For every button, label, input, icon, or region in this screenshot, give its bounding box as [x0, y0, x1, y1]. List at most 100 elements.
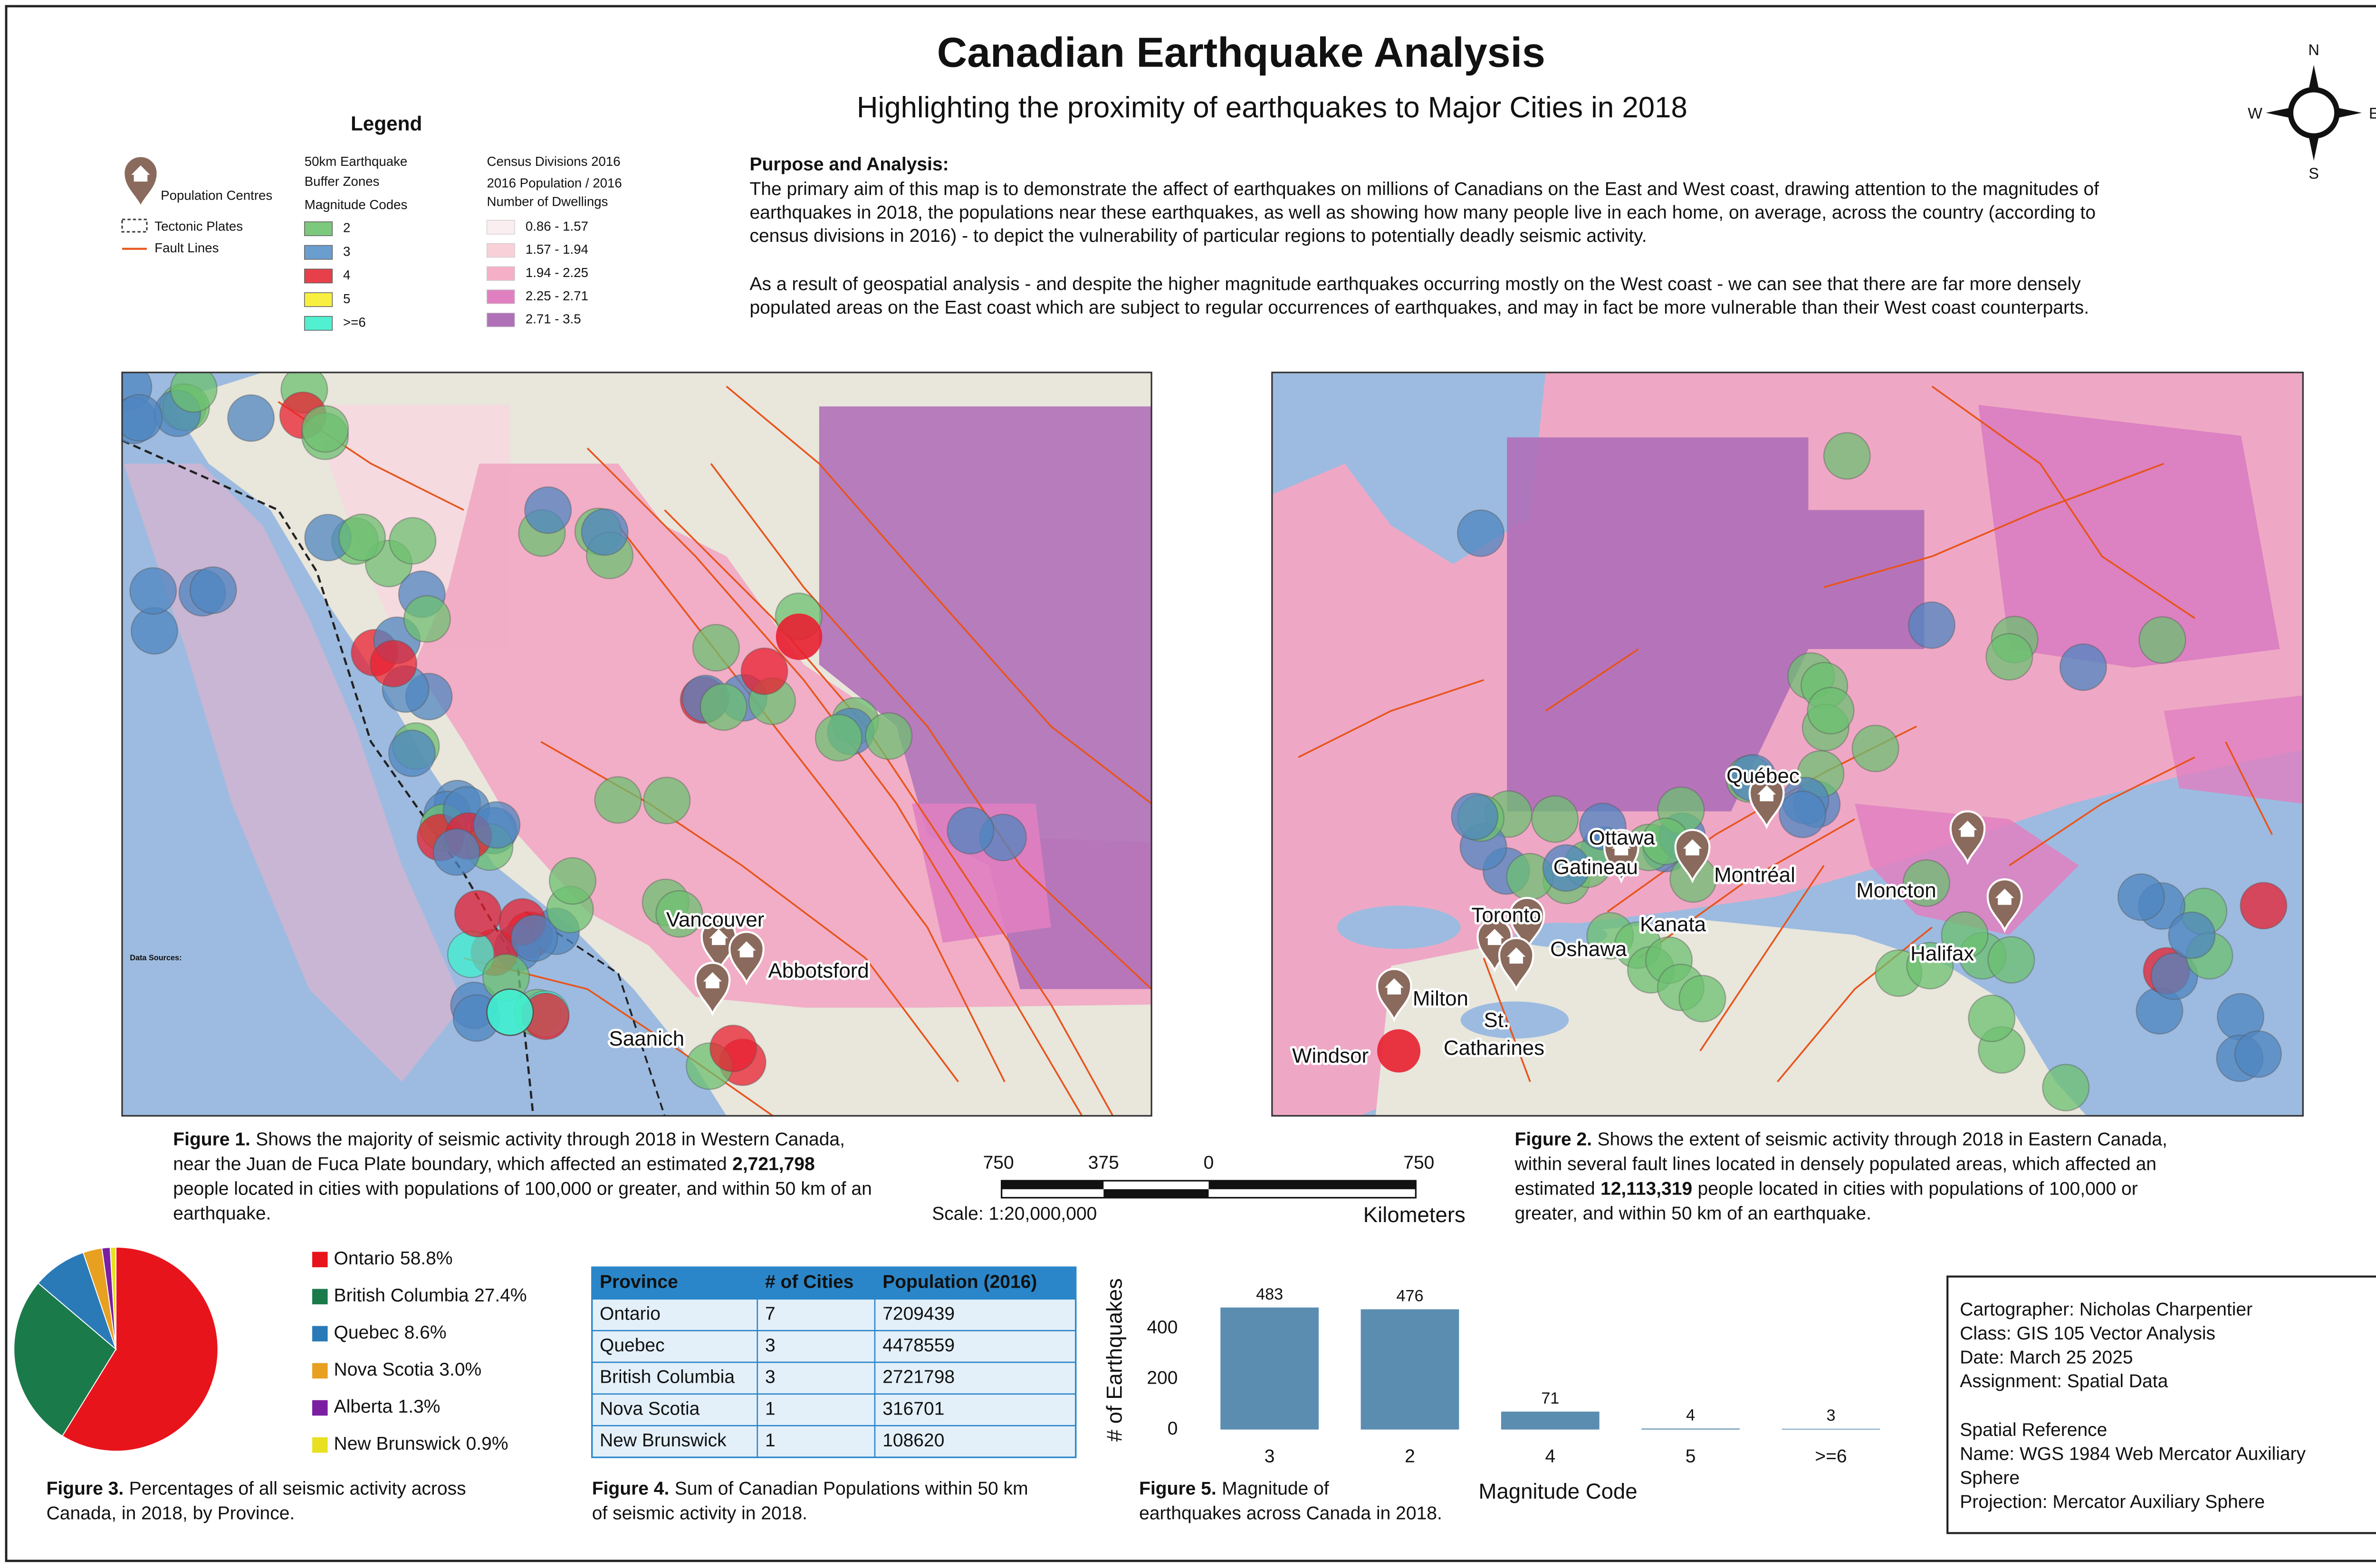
map-frame: [1271, 372, 2304, 1117]
pie-legend-label: British Columbia 27.4%: [334, 1285, 527, 1306]
caption-line: estimated 12,113,319 people located in cit…: [1515, 1179, 2138, 1199]
legend-label: 0.86 - 1.57: [526, 219, 588, 233]
purpose-text: As a result of geospatial analysis - and…: [749, 274, 2081, 295]
magnitude-swatch: [304, 268, 333, 284]
legend-heading: 50km Earthquake: [305, 154, 408, 169]
population-centre-icon: [1509, 897, 1545, 952]
title: Canadian Earthquake Analysis: [937, 29, 1545, 76]
earthquake-buffer: [814, 714, 862, 762]
fault-line: [1777, 927, 1933, 1082]
earthquake-buffer: [865, 712, 913, 760]
caption-segment: Figure 2.: [1515, 1129, 1592, 1150]
bar: [1782, 1428, 1880, 1430]
table-cell: 2721798: [882, 1367, 955, 1387]
legend-category: Ontario: [334, 1248, 395, 1269]
census-area: [1507, 437, 1925, 812]
scale-units: Kilometers: [1363, 1203, 1466, 1227]
population-centre-icon: [1498, 937, 1534, 992]
legend-value: 0.9%: [466, 1434, 508, 1454]
bar: [1220, 1307, 1319, 1430]
info-box: [1946, 1275, 2376, 1534]
info-line: Projection: Mercator Auxiliary Sphere: [1960, 1492, 2265, 1512]
legend-category: British Columbia: [334, 1285, 469, 1306]
fault-line: [1298, 679, 1485, 758]
earthquake-buffer: [524, 486, 572, 534]
legend-swatch: [312, 1400, 328, 1416]
population-centre-icon: [1376, 968, 1412, 1023]
city-label: Québec: [1726, 765, 1800, 788]
caption-line: within several fault lines located in de…: [1514, 1154, 2157, 1175]
tectonic-symbol: [121, 219, 148, 233]
earthquake-buffer: [486, 988, 534, 1036]
legend-value: 27.4%: [474, 1285, 527, 1306]
census-area: [1978, 405, 2280, 668]
pin-house: [1757, 785, 1776, 802]
bar: [1501, 1411, 1600, 1430]
scale-label: 750: [1403, 1152, 1434, 1173]
earthquake-buffer: [403, 595, 451, 643]
map-west: [122, 372, 1152, 1116]
table-header: Province: [600, 1272, 678, 1292]
caption-segment: 2,721,798: [732, 1154, 815, 1175]
legend-title: Legend: [351, 113, 422, 135]
legend-value: 1.3%: [398, 1396, 441, 1417]
y-tick-label: 0: [1168, 1418, 1178, 1439]
info-line: Cartographer: Nicholas Charpentier: [1960, 1299, 2252, 1319]
map-east: [1272, 372, 2303, 1116]
caption-segment: people located in cities with population…: [173, 1179, 872, 1199]
legend-label: Fault Lines: [154, 240, 219, 255]
fault-line: [1823, 463, 2165, 588]
caption-segment: near the Juan de Fuca Plate boundary, wh…: [173, 1154, 727, 1175]
earthquake-buffer: [548, 857, 597, 905]
fault-line: [1699, 865, 1825, 1052]
fault-line: [664, 509, 1114, 1116]
earthquake-buffer: [947, 807, 995, 855]
earthquake-buffer: [1531, 795, 1579, 843]
earthquake-buffer: [776, 613, 823, 660]
subtitle: Highlighting the proximity of earthquake…: [857, 91, 1687, 124]
earthquake-buffer: [370, 640, 418, 688]
table-cell: 1: [765, 1430, 776, 1451]
earthquake-buffer: [301, 405, 349, 453]
earthquake-buffer: [2138, 616, 2186, 664]
magnitude-swatch: [304, 292, 333, 307]
city-label: Kanata: [1640, 913, 1706, 936]
earthquake-buffer: [1851, 725, 1899, 773]
pin: [1376, 968, 1412, 1023]
earthquake-buffer: [1907, 601, 1956, 649]
population-centre-icon: [694, 962, 731, 1017]
y-tick-label: 400: [1147, 1317, 1178, 1338]
table-frame: [591, 1266, 1077, 1458]
caption-line: Figure 4. Sum of Canadian Populations wit…: [592, 1479, 1028, 1499]
caption-segment: Figure 4.: [592, 1479, 670, 1499]
earthquake-buffer: [2234, 1030, 2282, 1078]
census-swatch: [486, 243, 515, 258]
caption-segment: Percentages of all seismic activity acro…: [129, 1479, 466, 1499]
earthquake-buffer: [2240, 881, 2288, 930]
table-header: Population (2016): [882, 1272, 1037, 1292]
magnitude-swatch: [304, 245, 333, 260]
earthquake-buffer: [2150, 952, 2198, 1000]
legend-heading: 2016 Population / 2016: [487, 175, 622, 190]
compass-n: N: [2308, 41, 2319, 58]
fault-line: [1545, 648, 1639, 712]
caption-line: Figure 5. Magnitude of: [1139, 1479, 1329, 1499]
fault-line: [1931, 385, 2195, 619]
city-label: St.: [1484, 1009, 1509, 1032]
purpose-text: earthquakes in 2018, the populations nea…: [749, 202, 2096, 223]
table-cell: New Brunswick: [600, 1430, 727, 1451]
earthquake-buffer: [1906, 942, 1954, 990]
pin: [728, 931, 765, 986]
pie-slice: [37, 1252, 117, 1351]
table-cell: 4478559: [882, 1335, 955, 1356]
fault-line: [1638, 818, 1855, 959]
scale-label: 750: [983, 1152, 1014, 1173]
earthquake-buffer: [1985, 633, 2033, 681]
legend-category: Quebec: [334, 1322, 399, 1343]
pin-house: [737, 941, 756, 957]
earthquake-buffer: [692, 624, 740, 672]
legend-heading: Census Divisions 2016: [487, 154, 621, 169]
caption-segment: within several fault lines located in de…: [1514, 1154, 2157, 1175]
legend-label: Population Centres: [161, 188, 272, 202]
pin-house: [1485, 928, 1504, 945]
